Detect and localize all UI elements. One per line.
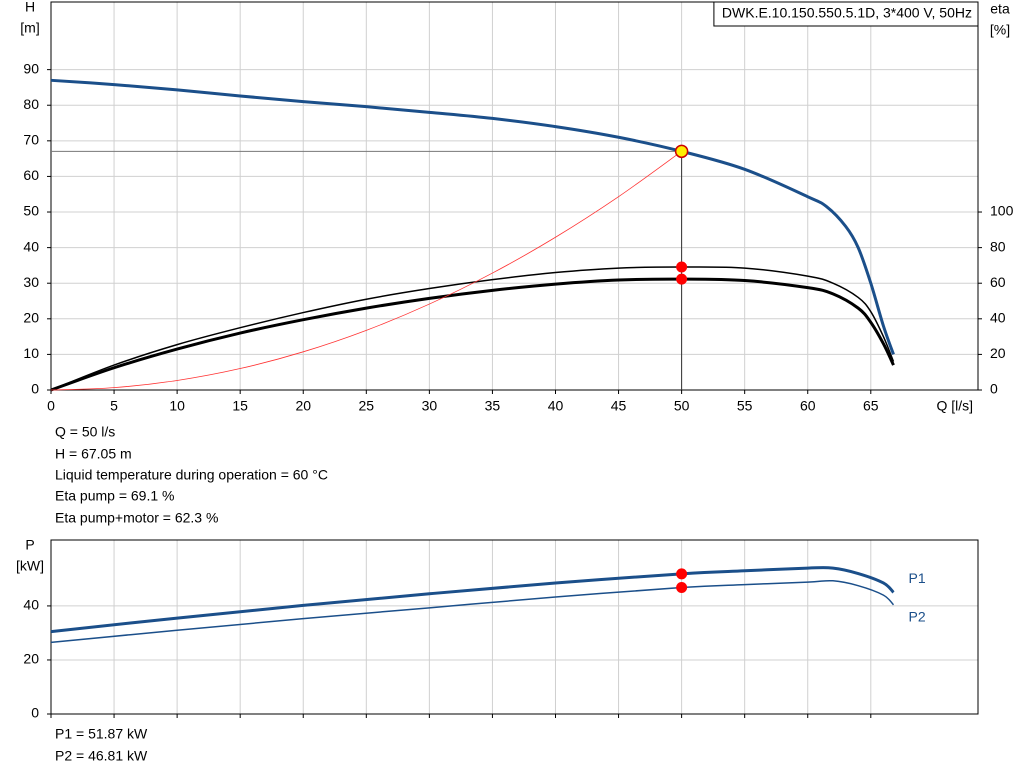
y2-axis-label: [%] <box>990 22 1010 38</box>
power-info: P1 = 51.87 kW P2 = 46.81 kW <box>55 726 148 764</box>
operating-marker <box>676 568 688 580</box>
operating-info: Q = 50 l/s H = 67.05 m Liquid temperatur… <box>55 424 328 526</box>
x-tick-label: 15 <box>232 398 248 414</box>
y-tick-label: 50 <box>23 203 39 219</box>
info-line: Eta pump = 69.1 % <box>55 488 174 504</box>
y-tick-label: 0 <box>31 705 39 721</box>
x-tick-label: 20 <box>295 398 311 414</box>
operating-marker <box>676 273 688 285</box>
x-tick-label: 60 <box>800 398 816 414</box>
x-tick-label: 50 <box>674 398 690 414</box>
y-tick-label: 70 <box>23 132 39 148</box>
curve <box>50 151 682 391</box>
title-box <box>713 1 979 27</box>
curve <box>50 579 895 644</box>
y-tick-label: 30 <box>23 274 39 290</box>
x-tick-label: 30 <box>422 398 438 414</box>
y2-tick-label: 40 <box>990 310 1006 326</box>
chart-title: DWK.E.10.150.550.5.1D, 3*400 V, 50Hz <box>722 5 972 21</box>
y2-tick-label: 80 <box>990 238 1006 254</box>
y-tick-label: 40 <box>23 238 39 254</box>
chart: 0 5 10 15 20 25 30 35 40 45 50 55 60 65 0 10 20 30 40 50 60 7… <box>20 0 1013 414</box>
info-line: Liquid temperature during operation = 60… <box>55 467 328 483</box>
x-axis-label: Q [l/s] <box>937 398 974 414</box>
x-tick-label: 45 <box>611 398 627 414</box>
y-axis-label: P <box>25 537 34 553</box>
legend-label: P2 <box>908 609 925 625</box>
plot-frame <box>50 539 979 715</box>
info-line: Eta pump+motor = 62.3 % <box>55 510 218 526</box>
y-tick-label: 10 <box>23 345 39 361</box>
duty-point <box>674 144 689 159</box>
x-tick-label: 35 <box>485 398 501 414</box>
info-line: P1 = 51.87 kW <box>55 726 148 742</box>
y-tick-label: 20 <box>23 310 39 326</box>
x-tick-label: 10 <box>169 398 185 414</box>
y2-tick-label: 0 <box>990 381 998 397</box>
info-line: Q = 50 l/s <box>55 424 115 440</box>
y-tick-label: 0 <box>31 381 39 397</box>
y-axis-label: H <box>25 0 35 15</box>
x-tick-label: 55 <box>737 398 753 414</box>
y2-axis-label: eta <box>990 1 1010 17</box>
y-tick-label: 90 <box>23 60 39 76</box>
y-tick-label: 20 <box>23 651 39 667</box>
x-tick-label: 5 <box>110 398 118 414</box>
y2-tick-label: 20 <box>990 345 1006 361</box>
x-tick-label: 0 <box>47 398 55 414</box>
curve <box>50 277 895 392</box>
y-tick-label: 80 <box>23 96 39 112</box>
x-tick-label: 65 <box>863 398 879 414</box>
y-tick-label: 40 <box>23 597 39 613</box>
plot-frame <box>50 1 979 391</box>
curve <box>50 566 895 634</box>
curve <box>50 78 895 355</box>
chart: 0 20 40 P [kW] P1 P2 <box>16 537 979 721</box>
legend-label: P1 <box>908 570 925 586</box>
x-tick-label: 40 <box>548 398 564 414</box>
info-line: P2 = 46.81 kW <box>55 748 148 764</box>
y-tick-label: 60 <box>23 167 39 183</box>
curve <box>50 266 895 391</box>
y2-tick-label: 100 <box>990 203 1014 219</box>
x-tick-label: 25 <box>359 398 375 414</box>
operating-marker <box>676 582 688 594</box>
y-axis-label: [kW] <box>16 558 44 574</box>
info-line: H = 67.05 m <box>55 446 132 462</box>
operating-marker <box>676 261 688 273</box>
y2-tick-label: 60 <box>990 274 1006 290</box>
y-axis-label: [m] <box>20 20 39 36</box>
